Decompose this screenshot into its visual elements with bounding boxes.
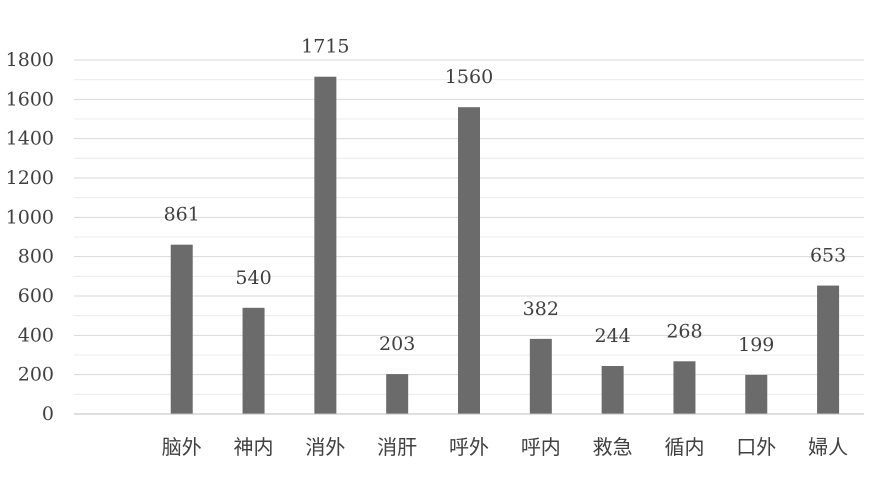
data-label: 203 bbox=[379, 333, 415, 355]
x-tick-label: 呼外 bbox=[449, 435, 489, 459]
data-label: 199 bbox=[738, 334, 774, 356]
bar bbox=[817, 285, 840, 414]
bar bbox=[242, 307, 265, 414]
bar bbox=[170, 244, 193, 414]
y-tick-label: 1200 bbox=[6, 167, 54, 189]
y-tick-label: 400 bbox=[18, 324, 54, 346]
bar bbox=[314, 76, 337, 414]
data-label: 1560 bbox=[445, 66, 493, 88]
y-tick-label: 1000 bbox=[6, 206, 54, 228]
data-label: 244 bbox=[595, 325, 631, 347]
x-tick-label: 呼内 bbox=[521, 435, 561, 459]
x-tick-label: 神内 bbox=[234, 435, 274, 459]
y-tick-label: 800 bbox=[18, 246, 54, 268]
bar bbox=[745, 374, 768, 414]
x-tick-label: 婦人 bbox=[808, 435, 848, 459]
data-label: 653 bbox=[810, 245, 846, 267]
data-label: 268 bbox=[666, 320, 702, 342]
y-tick-label: 200 bbox=[18, 364, 54, 386]
y-tick-labels: 0 200 400 600 800 1000 1200 1400 1600 1800 bbox=[6, 49, 54, 425]
y-tick-label: 1400 bbox=[6, 128, 54, 150]
y-tick-label: 1800 bbox=[6, 49, 54, 71]
x-tick-label: 消外 bbox=[305, 435, 345, 459]
bar bbox=[529, 338, 552, 414]
bar bbox=[673, 361, 696, 414]
y-tick-label: 600 bbox=[18, 285, 54, 307]
bar bbox=[458, 107, 480, 414]
data-label: 1715 bbox=[301, 36, 349, 58]
x-tick-label: 循内 bbox=[664, 435, 704, 459]
bar bbox=[601, 366, 624, 414]
bars bbox=[170, 76, 840, 414]
data-labels: 861 540 1715 203 1560 382 244 268 199 653 bbox=[164, 36, 847, 356]
x-tick-labels: 脑外 神内 消外 消肝 呼外 呼内 救急 循内 口外 婦人 bbox=[162, 435, 848, 459]
bar bbox=[386, 374, 409, 414]
x-tick-label: 口外 bbox=[736, 435, 776, 459]
data-label: 861 bbox=[164, 204, 200, 226]
y-tick-label: 1600 bbox=[6, 88, 54, 110]
x-tick-label: 脑外 bbox=[162, 435, 202, 459]
x-tick-label: 救急 bbox=[593, 435, 633, 459]
data-label: 540 bbox=[235, 267, 271, 289]
data-label: 382 bbox=[523, 298, 559, 320]
x-tick-label: 消肝 bbox=[377, 435, 417, 459]
y-tick-label: 0 bbox=[42, 403, 54, 425]
